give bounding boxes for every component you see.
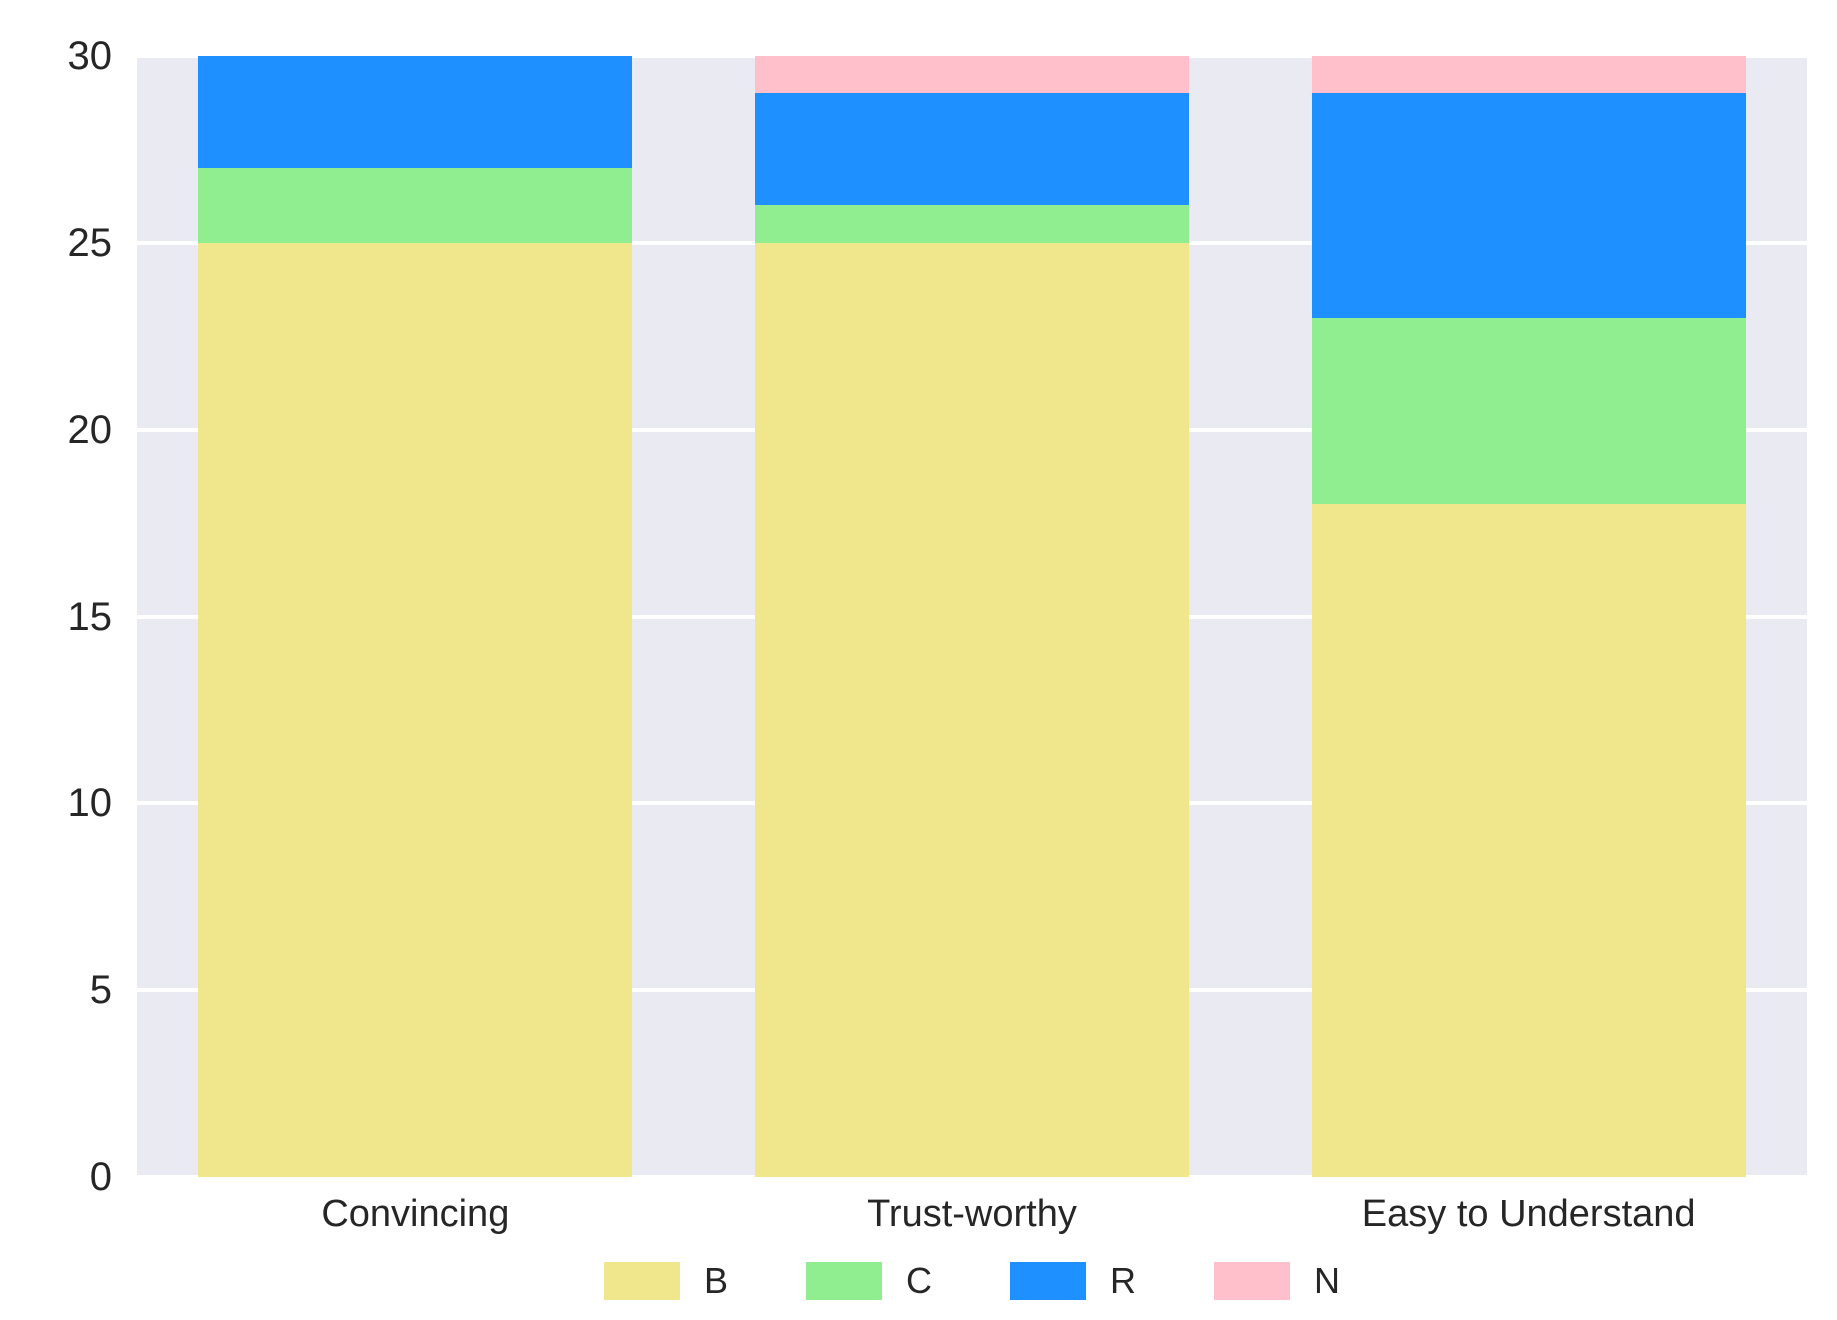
legend-label-N: N [1314,1260,1340,1301]
y-tick-label-0: 0 [89,1155,112,1199]
legend-item-R: R [1010,1260,1136,1302]
legend-swatch-C [806,1262,882,1300]
bar-segment-R [754,93,1190,206]
legend-label-C: C [906,1260,932,1301]
y-tick-label-30: 30 [67,34,113,78]
y-tick-label-25: 25 [67,220,113,265]
bar-group-2 [1311,56,1746,1177]
y-tick-label-20: 20 [67,407,113,452]
bar-group-1 [754,56,1190,1177]
bar-segment-C [198,168,633,243]
bar-group-0 [198,56,633,1177]
legend-label-B: B [703,1260,728,1301]
legend-swatch-R [1010,1262,1086,1300]
legend-item-C: C [806,1260,932,1302]
legend-item-B: B [603,1260,728,1302]
bar-segment-C [754,205,1190,243]
bar-segment-C [1311,317,1746,505]
x-tick-label-1: Trust-worthy [867,1193,1077,1235]
bar-segment-R [198,56,633,169]
bar-segment-B [1311,504,1746,1177]
y-tick-label-10: 10 [67,781,113,826]
y-tick-label-15: 15 [67,594,113,639]
plot-area [137,54,1807,1179]
bar-segment-N [1311,56,1746,94]
legend-item-N: N [1214,1260,1340,1302]
bar-segment-R [1311,93,1746,318]
bar-segment-B [198,242,633,1177]
legend-swatch-B [603,1262,680,1300]
x-tick-label-2: Easy to Understand [1361,1193,1696,1235]
y-tick-label-5: 5 [89,968,112,1013]
legend-label-R: R [1110,1260,1136,1301]
bar-segment-N [754,56,1190,94]
x-tick-label-0: Convincing [321,1193,510,1235]
gridline-0 [137,1175,1807,1179]
gridline-30 [137,54,1807,58]
legend-swatch-N [1214,1262,1290,1300]
bar-segment-B [754,242,1190,1177]
